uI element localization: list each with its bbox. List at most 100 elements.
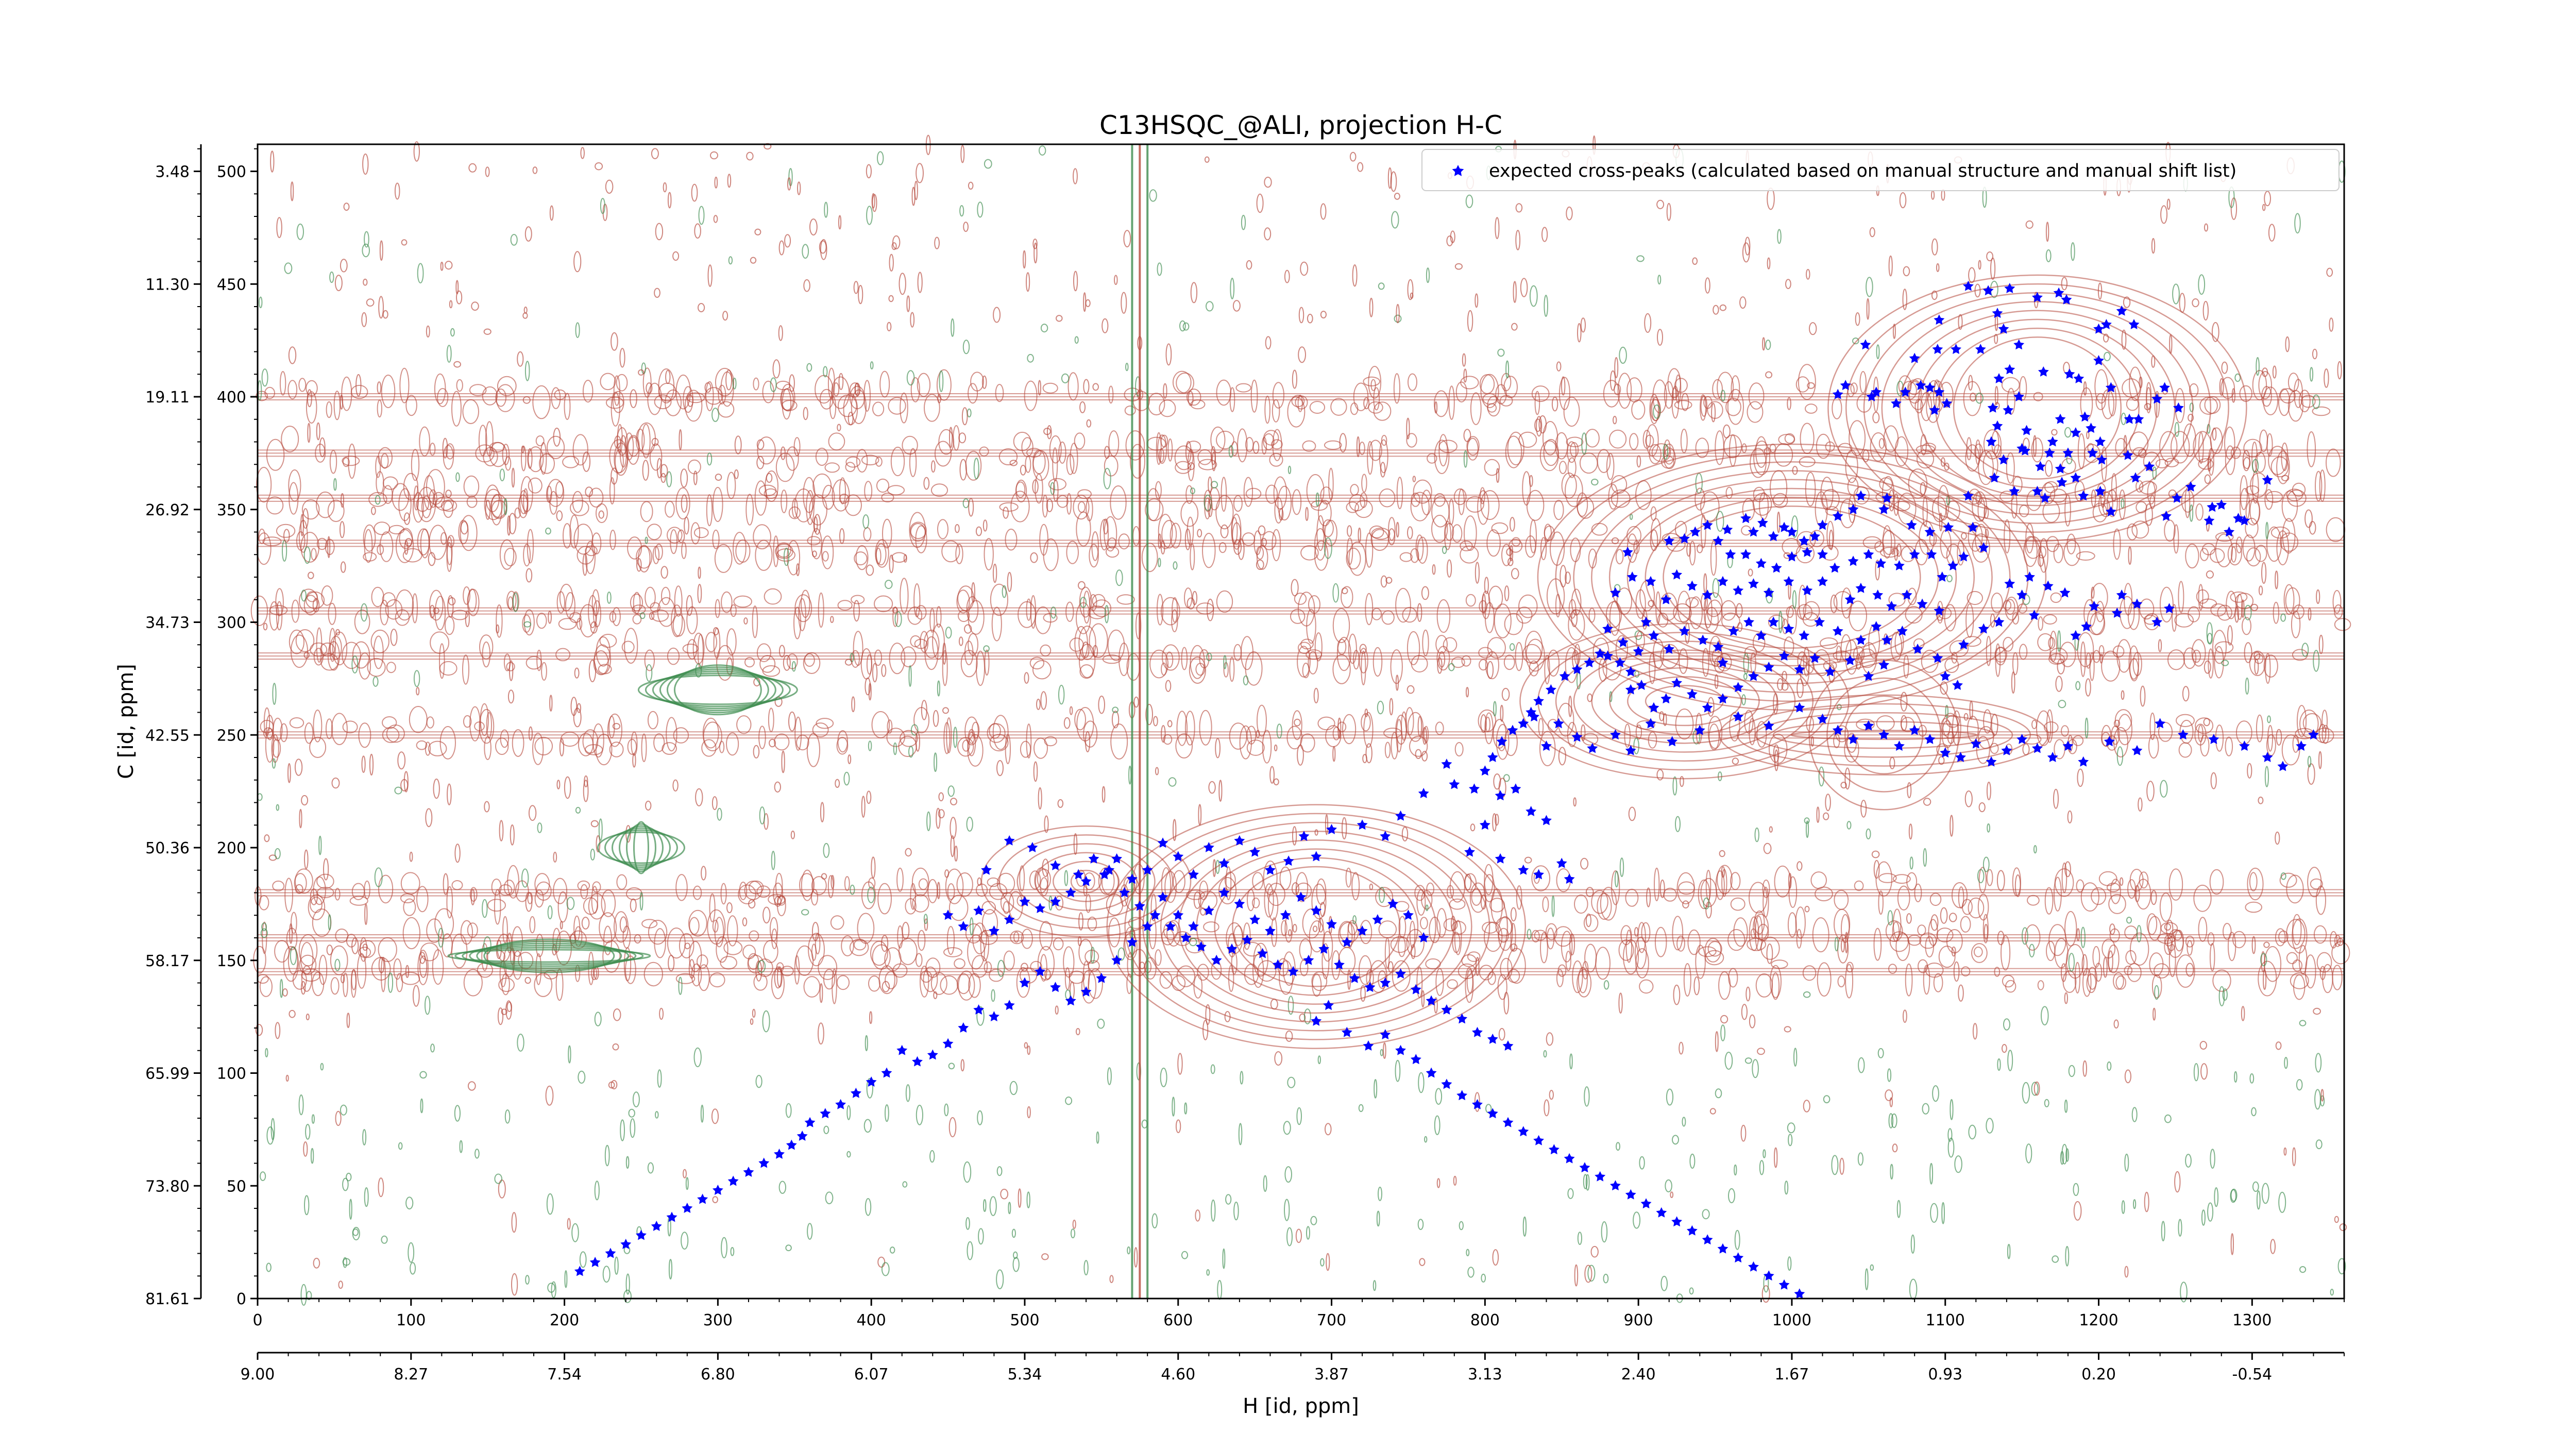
cross-peak-point: [1958, 551, 1969, 562]
cross-peak-point: [786, 1139, 797, 1150]
cross-peak-point: [1855, 582, 1867, 593]
cross-peak-point: [2047, 436, 2058, 447]
y-ppm-tick-label: 34.73: [145, 614, 190, 632]
cross-peak-point: [1728, 626, 1739, 636]
cross-peak-point: [1817, 549, 1828, 560]
cross-peak-point: [2111, 608, 2123, 618]
cross-peak-point: [1548, 1144, 1560, 1155]
cross-peak-point: [1794, 1288, 1805, 1299]
cross-peak-point: [1932, 652, 1943, 663]
cross-peak-point: [1341, 936, 1352, 947]
cross-peak-point: [1617, 636, 1629, 647]
cross-peak-point: [1372, 914, 1383, 924]
water-stripe: [1131, 144, 1149, 1299]
cross-peak-point: [589, 1257, 601, 1267]
cross-peak-point: [1456, 1090, 1468, 1101]
cross-peak-point: [1871, 386, 1882, 397]
x-ppm-tick-label: 8.27: [394, 1366, 428, 1384]
cross-peak-point: [2038, 366, 2049, 377]
cross-peak-point: [1472, 1099, 1483, 1109]
cross-peak-point: [2089, 600, 2100, 611]
cross-peak-point: [1878, 503, 1890, 514]
y-tick-label: 250: [217, 727, 246, 745]
cross-peak-point: [1157, 837, 1168, 848]
cross-peak-point: [1962, 490, 1974, 501]
cross-peak-point: [2032, 743, 2043, 753]
cross-peak-point: [1380, 977, 1391, 988]
chart-title: C13HSQC_@ALI, projection H-C: [1099, 110, 1502, 140]
cross-peak-point: [1934, 605, 1945, 616]
y-ppm-tick-label: 42.55: [145, 727, 190, 745]
cross-peak-point: [1982, 285, 1994, 296]
cross-peak-point: [1740, 513, 1752, 524]
cross-peak-point: [1119, 887, 1130, 898]
cross-peak-point: [1909, 549, 1920, 560]
cross-peak-point: [1743, 616, 1754, 627]
cross-peak-point: [1127, 936, 1138, 947]
y-tick-label: 200: [217, 839, 246, 857]
cross-peak-point: [1725, 549, 1736, 560]
cross-peak-point: [1111, 954, 1123, 965]
cross-peak-point: [1697, 634, 1708, 645]
cross-peak-point: [1479, 819, 1490, 830]
cross-peak-point: [2070, 472, 2081, 483]
cross-peak-point: [1622, 546, 1633, 557]
cross-peak-point: [2032, 292, 2043, 302]
y-tick-label: 150: [217, 952, 246, 970]
cross-peak-point: [1840, 380, 1851, 390]
cross-peak-point: [1783, 623, 1794, 634]
signal-contours: [980, 274, 2247, 1049]
cross-peak-point: [1479, 765, 1490, 776]
cross-peak-point: [1645, 718, 1656, 729]
cross-peak-point: [2078, 756, 2089, 767]
x-tick-label: 0: [252, 1311, 262, 1329]
cross-peak-point: [1924, 526, 1936, 537]
cross-peak-point: [1111, 853, 1123, 864]
cross-peak-point: [973, 905, 985, 916]
cross-peak-point: [1832, 626, 1843, 636]
cross-peak-point: [1526, 806, 1537, 816]
y-tick-label: 0: [236, 1290, 246, 1308]
cross-peak-point: [1733, 711, 1744, 722]
cross-peak-point: [2262, 752, 2273, 762]
cross-peak-point: [1364, 982, 1376, 992]
cross-peak-point: [1495, 790, 1506, 801]
cross-peak-point: [958, 921, 969, 931]
x-tick-label: 800: [1470, 1311, 1500, 1329]
cross-peak-point: [1403, 909, 1414, 920]
cross-peak-point: [2105, 382, 2116, 393]
cross-peak-point: [1786, 551, 1798, 562]
cross-peak-point: [1610, 587, 1621, 598]
cross-peak-point: [1625, 666, 1636, 677]
y-tick-label: 400: [217, 389, 246, 407]
cross-peak-point: [1559, 670, 1570, 681]
cross-peak-point: [1019, 977, 1030, 988]
cross-peak-point: [1280, 909, 1291, 920]
cross-peak-point: [981, 864, 992, 875]
y-tick-label: 350: [217, 501, 246, 519]
cross-peak-point: [2081, 621, 2092, 632]
cross-peak-point: [2277, 761, 2289, 771]
cross-peak-point: [1625, 1189, 1636, 1200]
cross-peak-point: [774, 1149, 785, 1159]
cross-peak-point: [1848, 555, 1859, 566]
cross-peak-point: [1127, 873, 1138, 884]
cross-peak-point: [2159, 382, 2170, 393]
cross-peak-point: [1875, 558, 1887, 568]
contour-layer: [250, 134, 2351, 1306]
cross-peak-point: [2013, 339, 2025, 350]
cross-peak-point: [1893, 560, 1905, 570]
cross-peak-point: [2021, 425, 2032, 435]
y-ppm-tick-label: 50.36: [145, 839, 190, 857]
cross-peak-point: [1817, 576, 1828, 586]
cross-peak-point: [1610, 1180, 1621, 1191]
cross-peak-point: [1487, 1033, 1498, 1044]
cross-peak-point: [1855, 634, 1867, 645]
legend-box: [1421, 149, 2340, 191]
cross-peak-point: [1817, 713, 1828, 724]
y-tick-label: 50: [227, 1177, 246, 1195]
cross-peak-point: [1019, 896, 1030, 906]
cross-peak-point: [2024, 571, 2035, 582]
cross-peak-point: [1533, 1135, 1544, 1145]
x-ppm-tick-label: 0.93: [1928, 1366, 1962, 1384]
